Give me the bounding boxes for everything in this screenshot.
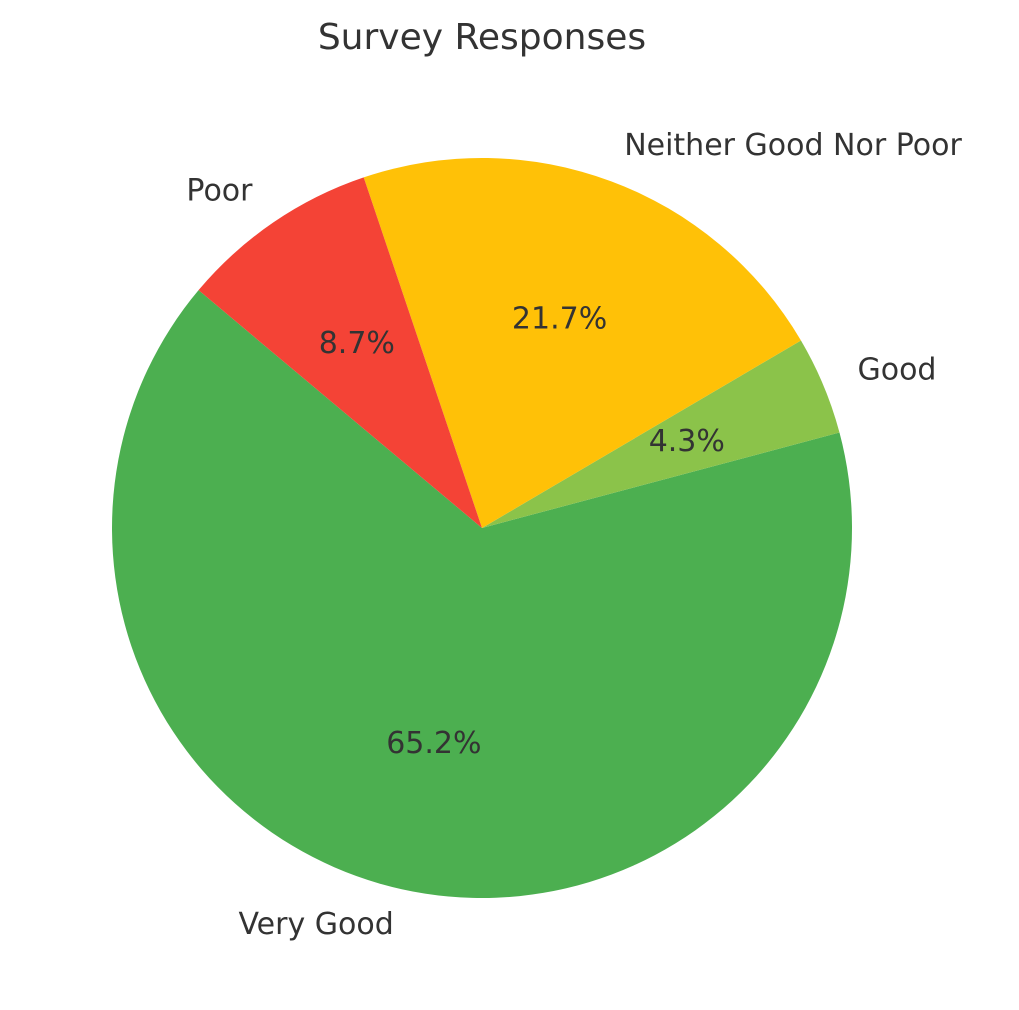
pie-slices: [112, 158, 853, 898]
pie-category-label-neither-good-nor-poor: Neither Good Nor Poor: [624, 128, 962, 163]
pie-category-label-poor: Poor: [186, 173, 253, 208]
pie-labels: 65.2% Very Good 4.3% Good 21.7% Neither Good …: [186, 128, 962, 942]
pie-percent-label-neither-good-nor-poor: 21.7%: [512, 301, 607, 336]
pie-slice-poor: [198, 177, 482, 528]
pie-slice-very-good: [112, 290, 853, 898]
pie-slice-neither-good-nor-poor: [363, 158, 801, 529]
pie-category-label-very-good: Very Good: [238, 907, 393, 942]
pie-percent-label-very-good: 65.2%: [386, 726, 481, 761]
pie-category-label-good: Good: [857, 352, 936, 387]
chart-title: Survey Responses: [318, 17, 646, 58]
pie-slice-good: [482, 340, 840, 528]
pie-percent-label-good: 4.3%: [649, 424, 725, 459]
pie-percent-label-poor: 8.7%: [319, 326, 395, 361]
